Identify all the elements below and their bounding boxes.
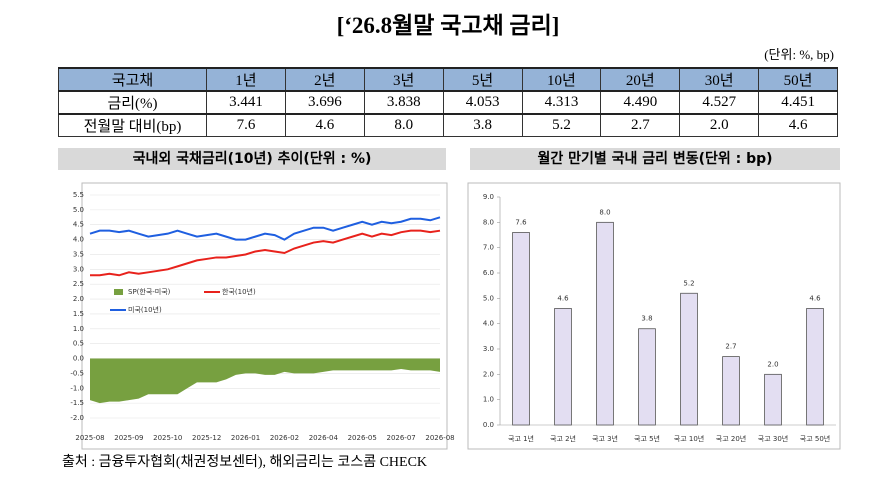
- x-tick-label: 국고 5년: [634, 434, 660, 443]
- area: [90, 358, 440, 404]
- x-tick-label: 국고 20년: [716, 434, 746, 443]
- y-tick-label: 2.0: [483, 370, 494, 378]
- y-tick-label: 4.0: [73, 236, 84, 244]
- header-cell: 30년: [679, 67, 760, 92]
- chart-frame: [81, 182, 448, 450]
- y-tick-label: 6.0: [483, 269, 494, 277]
- value-label: 3.8: [641, 315, 652, 323]
- y-tick-label: 5.0: [73, 206, 84, 214]
- line: [89, 216, 441, 241]
- cell: 3.696: [284, 90, 365, 115]
- bar: [554, 308, 572, 426]
- y-tick-label: 2.5: [73, 280, 84, 288]
- header-cell: 10년: [521, 67, 602, 92]
- header-cell: 국고채: [58, 67, 207, 92]
- bar: [638, 328, 656, 426]
- x-tick-label: 2026-01: [231, 434, 260, 442]
- cell: 4.313: [521, 90, 602, 115]
- value-label: 2.7: [725, 343, 736, 351]
- x-tick-label: 2026-04: [309, 434, 339, 442]
- y-tick-label: 5.5: [73, 191, 84, 199]
- bar: [764, 373, 782, 426]
- y-tick-label: 0.5: [73, 340, 84, 348]
- x-tick-label: 2026-08: [425, 434, 454, 442]
- y-tick-label: 7.0: [483, 244, 494, 252]
- y-tick-label: -0.5: [70, 369, 84, 377]
- value-label: 8.0: [599, 208, 610, 216]
- header-cell: 50년: [758, 67, 838, 92]
- x-tick-label: 국고 3년: [592, 434, 618, 443]
- header-cell: 1년: [206, 67, 286, 92]
- y-tick-label: 5.0: [483, 294, 494, 302]
- cell: 2.0: [679, 113, 760, 137]
- x-tick-label: 2026-07: [386, 434, 415, 442]
- cell: 4.490: [600, 90, 681, 115]
- y-tick-label: -1.5: [70, 399, 84, 407]
- value-label: 4.6: [557, 294, 569, 302]
- y-tick-label: 4.0: [483, 320, 494, 328]
- bar: [722, 356, 740, 426]
- value-label: 4.6: [809, 294, 821, 302]
- legend-label: SP(한국-미국): [128, 287, 171, 296]
- cell: 4.527: [679, 90, 760, 115]
- cell: 8.0: [363, 113, 444, 137]
- y-tick-label: 0.0: [73, 355, 84, 363]
- value-label: 2.0: [767, 360, 778, 368]
- page-title: [‘26.8월말 국고채 금리]: [336, 13, 560, 38]
- value-label: 7.6: [515, 218, 527, 226]
- bar: [596, 221, 614, 426]
- x-tick-label: 2026-05: [348, 434, 377, 442]
- header-cell: 20년: [600, 67, 681, 92]
- x-tick-label: 국고 1년: [508, 434, 534, 443]
- rate-table: 국고채 1년 2년 3년 5년 10년 20년 30년 50년 금리(%) 3.441 3.696 3.…: [58, 67, 838, 137]
- unit-note: (단위: %, bp): [764, 47, 834, 62]
- y-tick-label: -2.0: [70, 414, 84, 422]
- cell: 2.7: [600, 113, 681, 137]
- x-tick-label: 국고 50년: [800, 434, 830, 443]
- legend-swatch: [114, 289, 123, 295]
- table-row: 전월말 대비(bp) 7.6 4.6 8.0 3.8 5.2 2.7 2.0 4.6: [58, 113, 838, 137]
- value-label: 5.2: [683, 279, 694, 287]
- cell: 금리(%): [58, 90, 207, 115]
- y-tick-label: 8.0: [483, 218, 494, 226]
- x-tick-label: 2026-02: [270, 434, 299, 442]
- x-tick-label: 국고 10년: [674, 434, 704, 443]
- table-row: 금리(%) 3.441 3.696 3.838 4.053 4.313 4.490 4.527…: [58, 90, 838, 115]
- y-tick-label: 1.0: [483, 396, 494, 404]
- x-tick-label: 국고 30년: [758, 434, 788, 443]
- bar: [512, 232, 530, 426]
- x-tick-label: 2025-09: [114, 434, 143, 442]
- y-tick-label: 9.0: [483, 193, 494, 201]
- x-tick-label: 2025-08: [75, 434, 104, 442]
- legend-label: 한국(10년): [222, 287, 256, 296]
- y-tick-label: 1.0: [73, 325, 84, 333]
- cell: 3.838: [363, 90, 444, 115]
- bar: [806, 308, 824, 426]
- bar: [680, 292, 698, 426]
- y-tick-label: 0.0: [483, 421, 494, 429]
- y-tick-label: 1.5: [73, 310, 84, 318]
- x-tick-label: 국고 2년: [550, 434, 576, 443]
- y-tick-label: 3.5: [73, 250, 84, 258]
- y-tick-label: -1.0: [70, 384, 84, 392]
- cell: 4.6: [758, 113, 838, 137]
- x-tick-label: 2025-12: [192, 434, 221, 442]
- x-tick-label: 2025-10: [153, 434, 182, 442]
- source-note: 출처 : 금융투자협회(채권정보센터), 해외금리는 코스콤 CHECK: [62, 455, 428, 470]
- line: [90, 229, 441, 277]
- y-tick-label: 3.0: [483, 345, 494, 353]
- y-tick-label: 2.0: [73, 295, 84, 303]
- chart-title: 국내외 국채금리(10년) 추이(단위 : %): [58, 148, 446, 170]
- cell: 4.053: [442, 90, 523, 115]
- legend-label: 미국(10년): [128, 305, 162, 314]
- chart-title: 월간 만기별 국내 금리 변동(단위 : bp): [470, 148, 840, 170]
- cell: 3.441: [206, 90, 286, 115]
- y-tick-label: 3.0: [73, 265, 84, 273]
- cell: 전월말 대비(bp): [58, 113, 207, 137]
- cell: 4.451: [758, 90, 838, 115]
- y-tick-label: 4.5: [73, 221, 84, 229]
